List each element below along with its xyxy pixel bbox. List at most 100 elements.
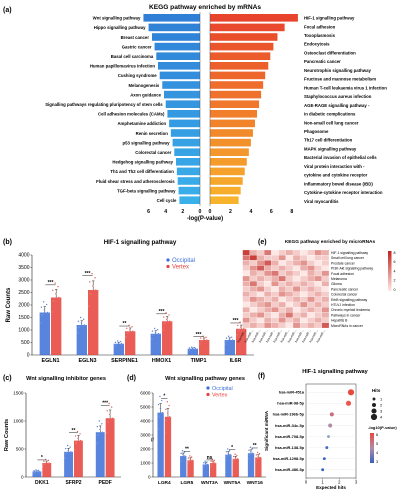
heatmap-cell [314,286,322,292]
sample-point [70,451,72,453]
y-tick-label: 3500 [18,265,29,271]
right-bar [210,138,251,147]
sample-point [92,285,94,287]
heatmap-cell [264,291,272,297]
heatmap-row-label: HTLV-I infection [331,303,355,307]
sample-point [200,337,202,339]
heatmap-cell [278,255,286,261]
heatmap-cell [285,265,294,271]
heatmap-cell [300,301,308,308]
sample-point [184,455,186,457]
heatmap-cell [271,275,279,282]
sample-point [80,322,83,324]
heatmap-row-label: Colorectal cancer [331,293,358,297]
legend-label: Vertex [212,392,228,398]
heatmap-cell [285,296,294,303]
y-tick-label: 0 [21,475,24,480]
sample-point [77,320,80,323]
heatmap-cell [321,301,330,308]
heatmap-cell [264,249,272,256]
right-bar-label: Pancreatic cancer [304,59,341,64]
sample-point [77,437,79,440]
category-label: hsa-miR-196b-5p [273,412,305,417]
heatmap-row-label: HIF-1 signalling pathway [331,251,368,255]
heatmap-cell [314,317,322,323]
right-bar-label: Viral myocarditis [304,199,339,204]
heatmap-row-label: MicroRNAs in cancer [331,324,364,328]
sample-point [64,447,67,450]
sample-point [166,318,168,320]
y-tick-label: 3000 [18,278,29,284]
heatmap-cell [256,301,265,308]
left-bar [169,119,200,128]
sample-point [43,463,46,465]
heatmap-col-label: hsa-miR-... [287,328,298,343]
sample-point [105,432,108,434]
right-bar-label: Toxoplasmosis [304,33,336,38]
heatmap-cell [321,265,330,271]
heatmap-col-label: hsa-miR-... [301,328,312,343]
heatmap-cell [256,249,265,256]
heatmap-cell [242,249,250,256]
heatmap-cell [264,301,272,308]
sample-point [55,293,57,295]
sample-point [96,425,99,428]
heatmap-cell [256,270,265,277]
heatmap-cell [300,317,308,323]
heatmap-cell [242,270,250,277]
heatmap-cell [321,312,330,318]
sample-point [226,340,228,342]
sample-point [161,399,163,402]
heatmap-cell [271,301,279,308]
heatmap-cell [292,312,301,318]
heatmap-cell [300,307,308,313]
sample-point [180,456,183,459]
sample-point [67,449,70,451]
right-bar [210,71,266,80]
heatmap-cell [285,286,294,292]
sample-point [45,461,48,463]
panel-a-title: KEGG pathway enriched by mRNAs [149,4,261,11]
heatmap-col-label: hsa-miR-... [272,328,283,343]
sample-point [57,285,59,288]
heatmap-cell [285,249,294,256]
sample-point [94,277,96,279]
heatmap-cell [314,255,322,261]
right-bar [210,52,271,60]
sample-point [117,342,120,344]
panel-c-chart: 0 500 1000 1500 * DKK1 ** SFRP2 *** PEDF Raw Count… [4,391,121,486]
left-bar [152,33,200,41]
heatmap-cell [278,281,286,287]
x-tick-left: 6 [147,209,150,215]
sample-point [91,272,93,275]
heatmap-cell [307,317,315,323]
category-label: hsa-miR-98-5p [277,401,304,406]
left-bar-label: Fluid shear stress and atherosclerosis [96,179,175,184]
heatmap-cell [278,301,286,308]
sample-point [38,470,40,473]
heatmap-row-label: Chronic myeloid leukemia [331,308,370,312]
heatmap-cell [278,286,286,292]
sample-point [156,328,159,331]
sample-point [168,314,170,316]
heatmap-cell [278,322,286,329]
heatmap-cell [242,260,250,266]
heatmap-cell [300,255,308,261]
sample-point [88,305,90,308]
sample-point [255,457,258,460]
heatmap-cell [249,322,258,329]
heatmap-cell [285,317,294,323]
sample-point [206,461,208,463]
heatmap-cell [271,296,279,303]
category-label: TIMP1 [191,358,207,364]
mirna-dot [329,412,334,417]
y-axis-title: Raw Counts [4,419,10,451]
heatmap-cell [242,265,250,271]
heatmap-cell [307,312,315,318]
heatmap-col-label: hsa-miR-... [294,328,305,343]
left-bar [148,23,200,32]
right-bar [210,196,239,204]
sample-point [76,331,79,334]
y-tick-label: 3000 [140,433,151,438]
